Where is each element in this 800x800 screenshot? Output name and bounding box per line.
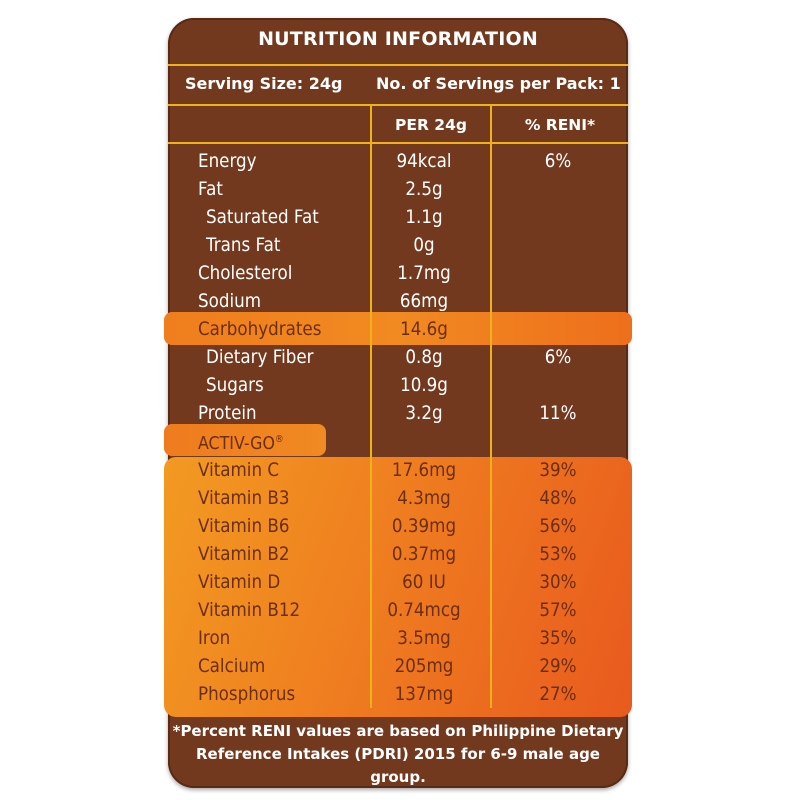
registered-mark: ® <box>274 434 284 445</box>
vitamin-reni: 48% <box>539 487 577 509</box>
vitamin-name: Vitamin B6 <box>198 515 290 537</box>
vitamin-reni: 39% <box>539 459 577 481</box>
nutrient-value: 1.1g <box>405 206 443 228</box>
reni-footnote: *Percent RENI values are based on Philip… <box>168 720 628 789</box>
nutrient-name: Cholesterol <box>198 262 293 284</box>
vitamin-row-phosphorus: Phosphorus 137mg 27% <box>168 680 628 708</box>
footnote-line-2: Reference Intakes (PDRI) 2015 for 6-9 ma… <box>196 745 600 786</box>
vitamin-row-vitamin-b2: Vitamin B2 0.37mg 53% <box>168 540 628 568</box>
vitamin-value: 0.74mcg <box>387 599 461 621</box>
label-title: NUTRITION INFORMATION <box>258 28 538 50</box>
nutrient-row-dietary-fiber: Dietary Fiber 0.8g 6% <box>168 343 628 371</box>
nutrient-value: 10.9g <box>400 374 448 396</box>
rule-under-title <box>168 64 628 66</box>
nutrient-reni: 6% <box>544 346 572 368</box>
activ-go-highlight-band <box>164 424 326 456</box>
rule-under-serving <box>168 104 628 106</box>
vitamin-reni: 56% <box>539 515 577 537</box>
vitamin-reni: 29% <box>539 655 577 677</box>
vitamin-value: 137mg <box>394 683 454 705</box>
vitamin-row-calcium: Calcium 205mg 29% <box>168 652 628 680</box>
activ-go-text: ACTIV-GO <box>198 433 275 454</box>
vitamin-name: Calcium <box>198 655 266 677</box>
vitamin-row-iron: Iron 3.5mg 35% <box>168 624 628 652</box>
column-divider-left <box>370 104 372 708</box>
nutrient-value: 2.5g <box>405 178 443 200</box>
vitamin-value: 0.37mg <box>391 543 457 565</box>
vitamin-value: 17.6mg <box>391 459 457 481</box>
rule-under-headers <box>168 142 628 144</box>
nutrient-row-carbohydrates: Carbohydrates 14.6g <box>168 315 628 343</box>
nutrient-name: Saturated Fat <box>206 206 319 228</box>
nutrient-name: Sodium <box>198 290 261 312</box>
vitamin-row-vitamin-d: Vitamin D 60 IU 30% <box>168 568 628 596</box>
vitamin-name: Vitamin B3 <box>198 487 290 509</box>
vitamin-value: 0.39mg <box>391 515 457 537</box>
vitamin-name: Vitamin B12 <box>198 599 301 621</box>
vitamin-name: Vitamin B2 <box>198 543 290 565</box>
vitamin-reni: 35% <box>539 627 577 649</box>
vitamin-name: Phosphorus <box>198 683 296 705</box>
nutrient-reni: 6% <box>544 150 572 172</box>
nutrient-value: 0g <box>413 234 435 256</box>
nutrient-value: 0.8g <box>405 346 443 368</box>
nutrient-row-saturated-fat: Saturated Fat 1.1g <box>168 203 628 231</box>
nutrient-row-energy: Energy 94kcal 6% <box>168 147 628 175</box>
nutrient-name: Dietary Fiber <box>206 346 314 368</box>
nutrient-value: 3.2g <box>405 402 443 424</box>
footnote-line-1: *Percent RENI values are based on Philip… <box>172 722 624 740</box>
vitamin-reni: 53% <box>539 543 577 565</box>
nutrient-value: 66mg <box>399 290 449 312</box>
nutrient-row-protein: Protein 3.2g 11% <box>168 399 628 427</box>
vitamin-value: 205mg <box>394 655 454 677</box>
vitamin-reni: 27% <box>539 683 577 705</box>
nutrient-row-sodium: Sodium 66mg <box>168 287 628 315</box>
nutrient-name: Energy <box>198 150 257 172</box>
vitamin-row-vitamin-b6: Vitamin B6 0.39mg 56% <box>168 512 628 540</box>
nutrient-row-cholesterol: Cholesterol 1.7mg <box>168 259 628 287</box>
nutrient-name: Carbohydrates <box>198 318 322 340</box>
nutrient-name: Fat <box>198 178 223 200</box>
vitamin-name: Iron <box>198 627 231 649</box>
nutrient-name: Sugars <box>206 374 264 396</box>
activ-go-group-label: ACTIV-GO® <box>198 426 284 458</box>
vitamins-highlight-band <box>164 457 632 717</box>
carbohydrates-highlight-band <box>164 312 632 345</box>
nutrient-reni: 11% <box>539 402 577 424</box>
vitamin-value: 60 IU <box>402 571 446 593</box>
servings-per-pack: No. of Servings per Pack: 1 <box>376 74 621 93</box>
nutrient-name: Trans Fat <box>206 234 281 256</box>
nutrient-row-sugars: Sugars 10.9g <box>168 371 628 399</box>
serving-size: Serving Size: 24g <box>185 74 343 93</box>
vitamin-value: 4.3mg <box>397 487 451 509</box>
vitamin-row-vitamin-b3: Vitamin B3 4.3mg 48% <box>168 484 628 512</box>
vitamin-reni: 30% <box>539 571 577 593</box>
nutrient-value: 94kcal <box>396 150 452 172</box>
nutrient-value: 14.6g <box>400 318 448 340</box>
column-header-reni: % RENI* <box>524 116 596 134</box>
vitamin-reni: 57% <box>539 599 577 621</box>
column-header-per-serving: PER 24g <box>395 116 467 134</box>
column-divider-right <box>490 104 492 708</box>
vitamin-row-vitamin-c: Vitamin C 17.6mg 39% <box>168 456 628 484</box>
vitamin-value: 3.5mg <box>397 627 451 649</box>
nutrient-value: 1.7mg <box>397 262 451 284</box>
vitamin-name: Vitamin D <box>198 571 281 593</box>
nutrient-row-trans-fat: Trans Fat 0g <box>168 231 628 259</box>
vitamin-name: Vitamin C <box>198 459 280 481</box>
nutrient-row-fat: Fat 2.5g <box>168 175 628 203</box>
nutrient-name: Protein <box>198 402 257 424</box>
vitamin-row-vitamin-b12: Vitamin B12 0.74mcg 57% <box>168 596 628 624</box>
